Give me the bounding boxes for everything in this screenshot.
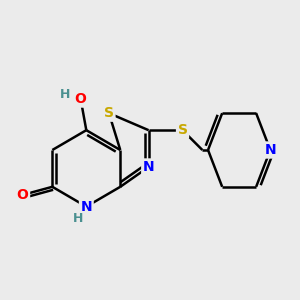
Text: N: N <box>265 143 276 157</box>
Text: N: N <box>80 200 92 214</box>
Text: H: H <box>60 88 70 101</box>
Text: S: S <box>178 123 188 137</box>
Text: N: N <box>143 160 154 174</box>
Text: S: S <box>104 106 114 120</box>
Text: O: O <box>75 92 87 106</box>
Text: H: H <box>73 212 84 225</box>
Text: O: O <box>17 188 28 202</box>
